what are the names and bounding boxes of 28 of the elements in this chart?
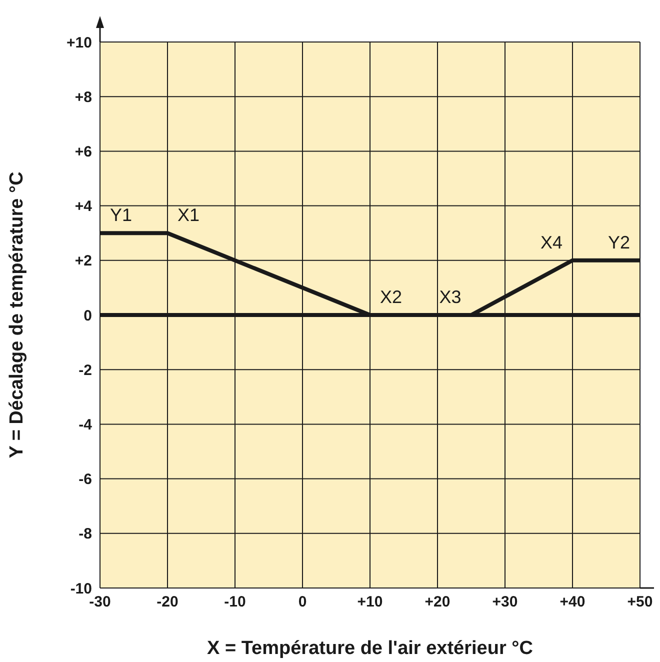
x-tick-label: +30 [492, 594, 518, 611]
y-tick-label: +4 [74, 198, 93, 216]
x-tick-label: -30 [89, 594, 111, 611]
x-tick-label: +40 [560, 594, 586, 611]
x-tick-label: -10 [224, 594, 246, 611]
annotation: Y2 [608, 232, 630, 252]
y-tick-label: 0 [84, 307, 92, 324]
y-tick-label: -4 [78, 416, 93, 434]
y-tick-label: -8 [78, 526, 92, 543]
y-axis-title: Y = Décalage de température °C [6, 171, 28, 458]
y-tick-label: -6 [78, 471, 92, 488]
x-tick-label: -20 [156, 594, 178, 611]
annotation: X4 [540, 232, 562, 252]
x-axis-title: X = Température de l'air extérieur °C [207, 638, 534, 659]
annotation: Y1 [110, 205, 132, 226]
y-tick-label: +10 [66, 34, 92, 52]
y-tick-label: -10 [70, 580, 92, 598]
annotation: X1 [178, 205, 200, 226]
x-tick-label: 0 [298, 594, 307, 611]
y-tick-label: +6 [74, 144, 92, 161]
annotation: X2 [380, 287, 402, 307]
annotation: X3 [439, 287, 462, 307]
x-tick-label: +10 [357, 594, 383, 611]
x-tick-label: +50 [627, 594, 653, 611]
y-tick-label: +2 [74, 252, 92, 270]
x-tick-label: +20 [424, 594, 450, 611]
y-tick-label: +8 [74, 88, 92, 106]
y-tick-label: -2 [78, 362, 92, 379]
